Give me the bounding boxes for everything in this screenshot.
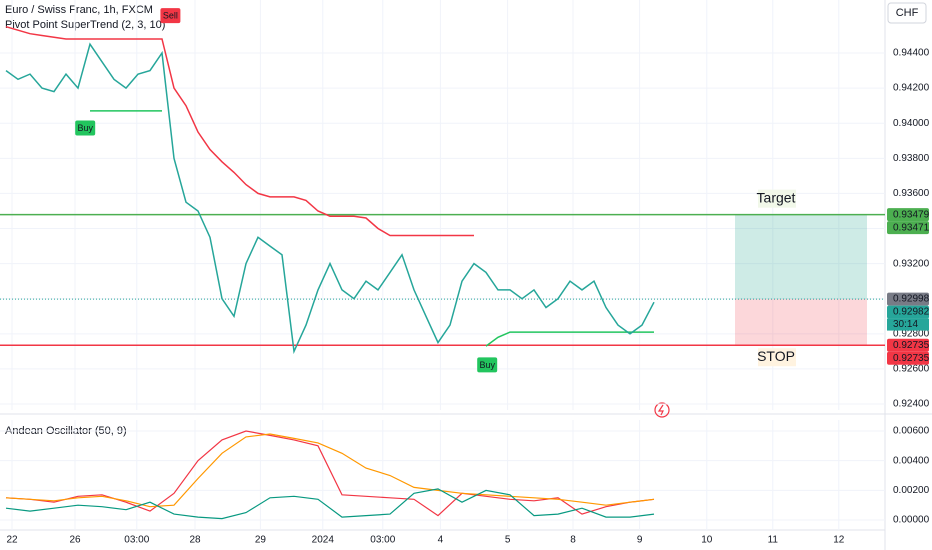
x-tick-label: 9 [637,535,643,546]
signal-label-bg [160,8,181,24]
line [5,433,655,508]
x-tick-label: 4 [438,535,444,546]
x-tick-label: 8 [570,535,576,546]
y-tick-label: 0.94400 [893,48,930,59]
stop-zone [735,299,867,346]
price-tag [887,338,929,352]
level-label: STOP [757,348,795,364]
x-tick-label: 03:00 [370,535,395,546]
y-tick-label: 0.93800 [893,153,930,164]
price-tag [887,221,929,235]
x-tick-label: 29 [255,535,267,546]
y-tick-label: 0.94200 [893,83,930,94]
x-tick-label: 28 [189,535,201,546]
price-tag-label: 0.93471 [893,222,930,233]
price-tag-label: 0.92735 [893,340,930,351]
chart-title: Euro / Swiss Franc, 1h, FXCM [5,4,153,16]
countdown: 30:14 [893,319,918,330]
y-tick-label: 0.92600 [893,364,930,375]
y-tick-label: 0.00200 [893,485,930,496]
price-tag-label: 0.92998 [893,294,930,305]
y-tick-label: 0.92400 [893,399,930,410]
line [5,42,655,355]
x-tick-label: 12 [833,535,845,546]
y-tick-label: 0.93600 [893,188,930,199]
y-tick-label: 0.92800 [893,328,930,339]
signal-label: Buy [77,123,93,133]
countdown-bg [887,318,929,331]
level-label: Target [757,189,796,205]
y-tick-label: 0.94000 [893,118,930,129]
y-tick-label: 0.93200 [893,258,930,269]
price-tag [887,292,929,306]
x-tick-label: 26 [69,535,81,546]
price-tag-label: 0.93479 [893,209,930,220]
line [5,25,474,237]
signal-label-bg [477,357,498,373]
level-label-bg [758,189,796,208]
y-tick-label: 0.00600 [893,426,930,437]
x-tick-label: 22 [6,535,18,546]
currency: CHF [896,7,919,19]
x-tick-label: 5 [505,535,511,546]
target-zone [735,214,867,300]
x-tick-label: 2024 [312,535,335,546]
price-tag [887,351,929,365]
line [90,110,654,347]
signal-label: Buy [479,360,495,370]
price-tag [887,208,929,222]
line [5,488,655,520]
x-tick-label: 03:00 [124,535,149,546]
price-tag [887,305,929,319]
price-tag-label: 0.92982 [893,307,930,318]
signal-label: Sell [163,11,178,21]
signal-label-bg [75,120,96,136]
x-tick-label: 11 [768,535,779,546]
y-tick-label: 0.00400 [893,455,930,466]
price-tag-label: 0.92735 [893,353,930,364]
y-tick-label: 0.00000 [893,515,930,526]
currency-button[interactable] [887,2,927,24]
replay-icon[interactable] [654,402,670,418]
indicator-title: Pivot Point SuperTrend (2, 3, 10) [5,19,165,31]
x-tick-label: 10 [701,535,713,546]
level-label-bg [758,348,796,367]
